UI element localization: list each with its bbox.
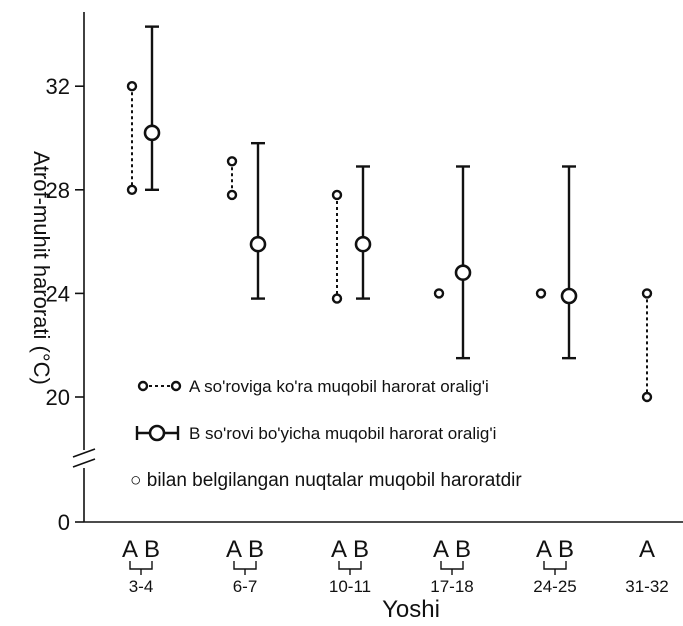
x-group-6-7: A B 6-7 <box>226 536 264 596</box>
x-group-17-18: A B 17-18 <box>430 536 473 596</box>
x-group-bracket <box>543 561 567 575</box>
x-group-bracket <box>233 561 257 575</box>
series-a-low-point-3-4 <box>126 184 138 196</box>
series-b-range-10-11 <box>354 165 372 300</box>
y-tick-label-0: 0 <box>58 510 70 535</box>
x-series-label-b: B <box>144 536 160 563</box>
legend-b-label: B so'rovi bo'yicha muqobil harorat orali… <box>189 424 496 443</box>
series-a-low-point-6-7 <box>226 189 238 201</box>
x-tick-label-17-18: 17-18 <box>430 577 473 596</box>
series-b-point-24-25 <box>560 287 578 305</box>
x-tick-label-24-25: 24-25 <box>533 577 576 596</box>
x-tick-label-3-4: 3-4 <box>129 577 154 596</box>
x-series-label-b: B <box>558 536 574 563</box>
x-axis-title: Yoshi <box>382 596 440 623</box>
x-group-bracket <box>440 561 464 575</box>
series-b-range-6-7 <box>249 141 267 300</box>
series-a-range-17-18 <box>433 288 445 299</box>
y-axis-break-mark-2 <box>72 458 96 468</box>
legend-note: ○ bilan belgilangan nuqtalar muqobil har… <box>130 470 522 491</box>
series-a-high-point-10-11 <box>331 189 343 201</box>
series-a-range-24-25 <box>535 288 547 299</box>
x-series-label-a: A <box>122 536 138 563</box>
series-a-high-point-6-7 <box>226 156 238 167</box>
x-group-bracket <box>129 561 153 575</box>
series-b-point-3-4 <box>143 124 161 142</box>
y-ticks: 0 20 24 28 32 <box>46 74 84 535</box>
x-series-label-b: B <box>353 536 369 563</box>
x-series-label-a: A <box>639 536 655 563</box>
x-series-label-a: A <box>331 536 347 563</box>
x-group-3-4: A B 3-4 <box>122 536 160 596</box>
legend-b-swatch <box>135 424 180 442</box>
y-axis-title: Atrof-muhit harorati (°C) <box>29 151 54 385</box>
series-a-range-3-4 <box>126 80 138 196</box>
series-b-point-17-18 <box>454 264 472 281</box>
x-tick-label-6-7: 6-7 <box>233 577 258 596</box>
series-a-range-6-7 <box>226 156 238 201</box>
series-b <box>143 25 578 360</box>
y-tick-label-20: 20 <box>46 385 70 410</box>
series-a-low-point-24-25 <box>535 288 547 299</box>
legend-a-label: A so'roviga ko'ra muqobil harorat oralig… <box>189 377 489 396</box>
legend: A so'roviga ko'ra muqobil harorat oralig… <box>130 377 522 491</box>
x-group-24-25: A B 24-25 <box>533 536 576 596</box>
x-series-label-b: B <box>248 536 264 563</box>
series-a-range-31-32 <box>641 288 653 403</box>
x-tick-label-10-11: 10-11 <box>329 577 371 596</box>
series-b-point-6-7 <box>249 235 267 253</box>
x-series-label-a: A <box>536 536 552 563</box>
x-series-label-a: A <box>433 536 449 563</box>
x-group-31-32: A 31-32 <box>625 536 668 596</box>
y-tick-label-24: 24 <box>46 281 70 306</box>
series-b-range-17-18 <box>454 165 472 360</box>
series-b-point-10-11 <box>354 235 372 253</box>
series-a-low-point-10-11 <box>331 293 343 304</box>
x-series-label-a: A <box>226 536 242 563</box>
x-tick-label-31-32: 31-32 <box>625 577 668 596</box>
series-a-range-10-11 <box>331 189 343 304</box>
y-tick-label-28: 28 <box>46 178 70 203</box>
y-axis-break-mark-1 <box>72 448 96 458</box>
series-a <box>126 80 653 403</box>
legend-a-swatch <box>137 380 182 392</box>
series-a-high-point-31-32 <box>641 288 653 299</box>
x-group-bracket <box>338 561 362 575</box>
series-a-low-point-31-32 <box>641 391 653 403</box>
series-a-low-point-17-18 <box>433 288 445 299</box>
series-b-range-3-4 <box>143 25 161 192</box>
series-b-range-24-25 <box>560 165 578 360</box>
axes <box>72 12 683 523</box>
x-series-label-b: B <box>455 536 471 563</box>
x-group-10-11: A B 10-11 <box>329 536 371 596</box>
y-tick-label-32: 32 <box>46 74 70 99</box>
series-a-high-point-3-4 <box>126 80 138 92</box>
